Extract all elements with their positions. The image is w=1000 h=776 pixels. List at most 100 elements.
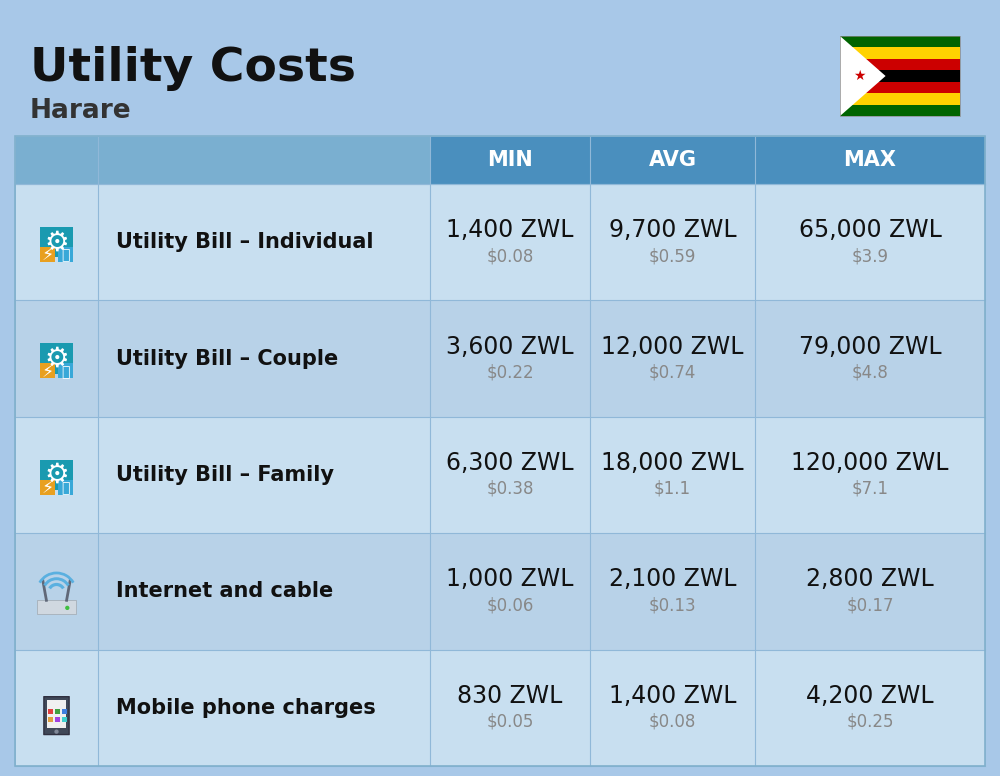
- Bar: [55, 708, 60, 714]
- Text: 6,300 ZWL: 6,300 ZWL: [446, 451, 574, 475]
- Text: 1,000 ZWL: 1,000 ZWL: [446, 567, 574, 591]
- Text: 1,400 ZWL: 1,400 ZWL: [446, 218, 574, 242]
- Bar: [840, 105, 960, 116]
- Text: 💧: 💧: [61, 365, 69, 379]
- Bar: [40, 227, 73, 258]
- Text: $4.8: $4.8: [852, 364, 888, 382]
- Bar: [58, 480, 73, 495]
- FancyBboxPatch shape: [44, 697, 69, 735]
- Bar: [15, 184, 98, 300]
- Bar: [430, 300, 590, 417]
- Bar: [98, 184, 430, 300]
- Bar: [15, 650, 98, 766]
- Bar: [755, 136, 985, 184]
- Text: $1.1: $1.1: [654, 480, 691, 498]
- Bar: [755, 533, 985, 650]
- Bar: [15, 417, 98, 533]
- Bar: [430, 533, 590, 650]
- Bar: [840, 47, 960, 59]
- Text: 💧: 💧: [61, 248, 69, 262]
- Text: $0.74: $0.74: [649, 364, 696, 382]
- Text: 9,700 ZWL: 9,700 ZWL: [609, 218, 736, 242]
- Bar: [430, 650, 590, 766]
- Text: 💧: 💧: [61, 481, 69, 495]
- Text: 18,000 ZWL: 18,000 ZWL: [601, 451, 744, 475]
- Text: $0.25: $0.25: [846, 713, 894, 731]
- Bar: [40, 363, 55, 379]
- Text: 12,000 ZWL: 12,000 ZWL: [601, 334, 744, 359]
- Bar: [98, 533, 430, 650]
- Text: $0.59: $0.59: [649, 248, 696, 265]
- Bar: [37, 601, 76, 614]
- Text: Harare: Harare: [30, 98, 132, 124]
- Text: $0.05: $0.05: [486, 713, 534, 731]
- Text: $0.08: $0.08: [486, 248, 534, 265]
- Bar: [590, 650, 755, 766]
- Bar: [840, 36, 960, 116]
- Text: ★: ★: [853, 69, 865, 83]
- Text: Utility Costs: Utility Costs: [30, 46, 356, 91]
- Text: $7.1: $7.1: [852, 480, 889, 498]
- Text: ⚙: ⚙: [44, 228, 69, 256]
- Text: MAX: MAX: [844, 150, 896, 170]
- Bar: [15, 136, 985, 766]
- Text: ⚙: ⚙: [44, 345, 69, 372]
- Text: 4,200 ZWL: 4,200 ZWL: [806, 684, 934, 708]
- Bar: [98, 300, 430, 417]
- Text: ⚡: ⚡: [42, 480, 54, 497]
- Bar: [40, 247, 55, 262]
- Bar: [98, 650, 430, 766]
- Bar: [840, 93, 960, 105]
- Text: $0.22: $0.22: [486, 364, 534, 382]
- Text: Mobile phone charges: Mobile phone charges: [116, 698, 376, 718]
- Bar: [590, 417, 755, 533]
- Text: $0.13: $0.13: [649, 597, 696, 615]
- Bar: [430, 417, 590, 533]
- Text: Internet and cable: Internet and cable: [116, 581, 333, 601]
- Text: 79,000 ZWL: 79,000 ZWL: [799, 334, 941, 359]
- Bar: [430, 184, 590, 300]
- Text: $0.08: $0.08: [649, 713, 696, 731]
- Bar: [590, 533, 755, 650]
- Bar: [40, 343, 73, 374]
- Text: $0.17: $0.17: [846, 597, 894, 615]
- Bar: [590, 300, 755, 417]
- Text: 65,000 ZWL: 65,000 ZWL: [799, 218, 941, 242]
- Text: 120,000 ZWL: 120,000 ZWL: [791, 451, 949, 475]
- Bar: [40, 459, 73, 490]
- Bar: [840, 59, 960, 71]
- Text: $3.9: $3.9: [852, 248, 889, 265]
- Bar: [755, 300, 985, 417]
- Text: ⚡: ⚡: [42, 363, 54, 381]
- Text: 2,800 ZWL: 2,800 ZWL: [806, 567, 934, 591]
- Text: AVG: AVG: [648, 150, 696, 170]
- Circle shape: [65, 606, 69, 610]
- Bar: [62, 716, 67, 722]
- Bar: [15, 136, 430, 184]
- Text: 3,600 ZWL: 3,600 ZWL: [446, 334, 574, 359]
- Bar: [590, 136, 755, 184]
- Text: $0.38: $0.38: [486, 480, 534, 498]
- Bar: [55, 716, 60, 722]
- Bar: [62, 708, 67, 714]
- Bar: [47, 700, 66, 729]
- Bar: [40, 480, 55, 495]
- Text: ⚙: ⚙: [44, 461, 69, 489]
- Bar: [15, 300, 98, 417]
- Text: Utility Bill – Family: Utility Bill – Family: [116, 465, 334, 485]
- Text: 2,100 ZWL: 2,100 ZWL: [609, 567, 736, 591]
- Text: Utility Bill – Individual: Utility Bill – Individual: [116, 232, 374, 252]
- Text: $0.06: $0.06: [486, 597, 534, 615]
- Text: 1,400 ZWL: 1,400 ZWL: [609, 684, 736, 708]
- Bar: [755, 417, 985, 533]
- Bar: [98, 417, 430, 533]
- Bar: [58, 247, 73, 262]
- Bar: [15, 533, 98, 650]
- Bar: [755, 184, 985, 300]
- Text: Utility Bill – Couple: Utility Bill – Couple: [116, 348, 338, 369]
- Bar: [430, 136, 590, 184]
- Bar: [48, 708, 53, 714]
- Bar: [840, 71, 960, 81]
- Text: MIN: MIN: [487, 150, 533, 170]
- Text: ⚡: ⚡: [42, 247, 54, 265]
